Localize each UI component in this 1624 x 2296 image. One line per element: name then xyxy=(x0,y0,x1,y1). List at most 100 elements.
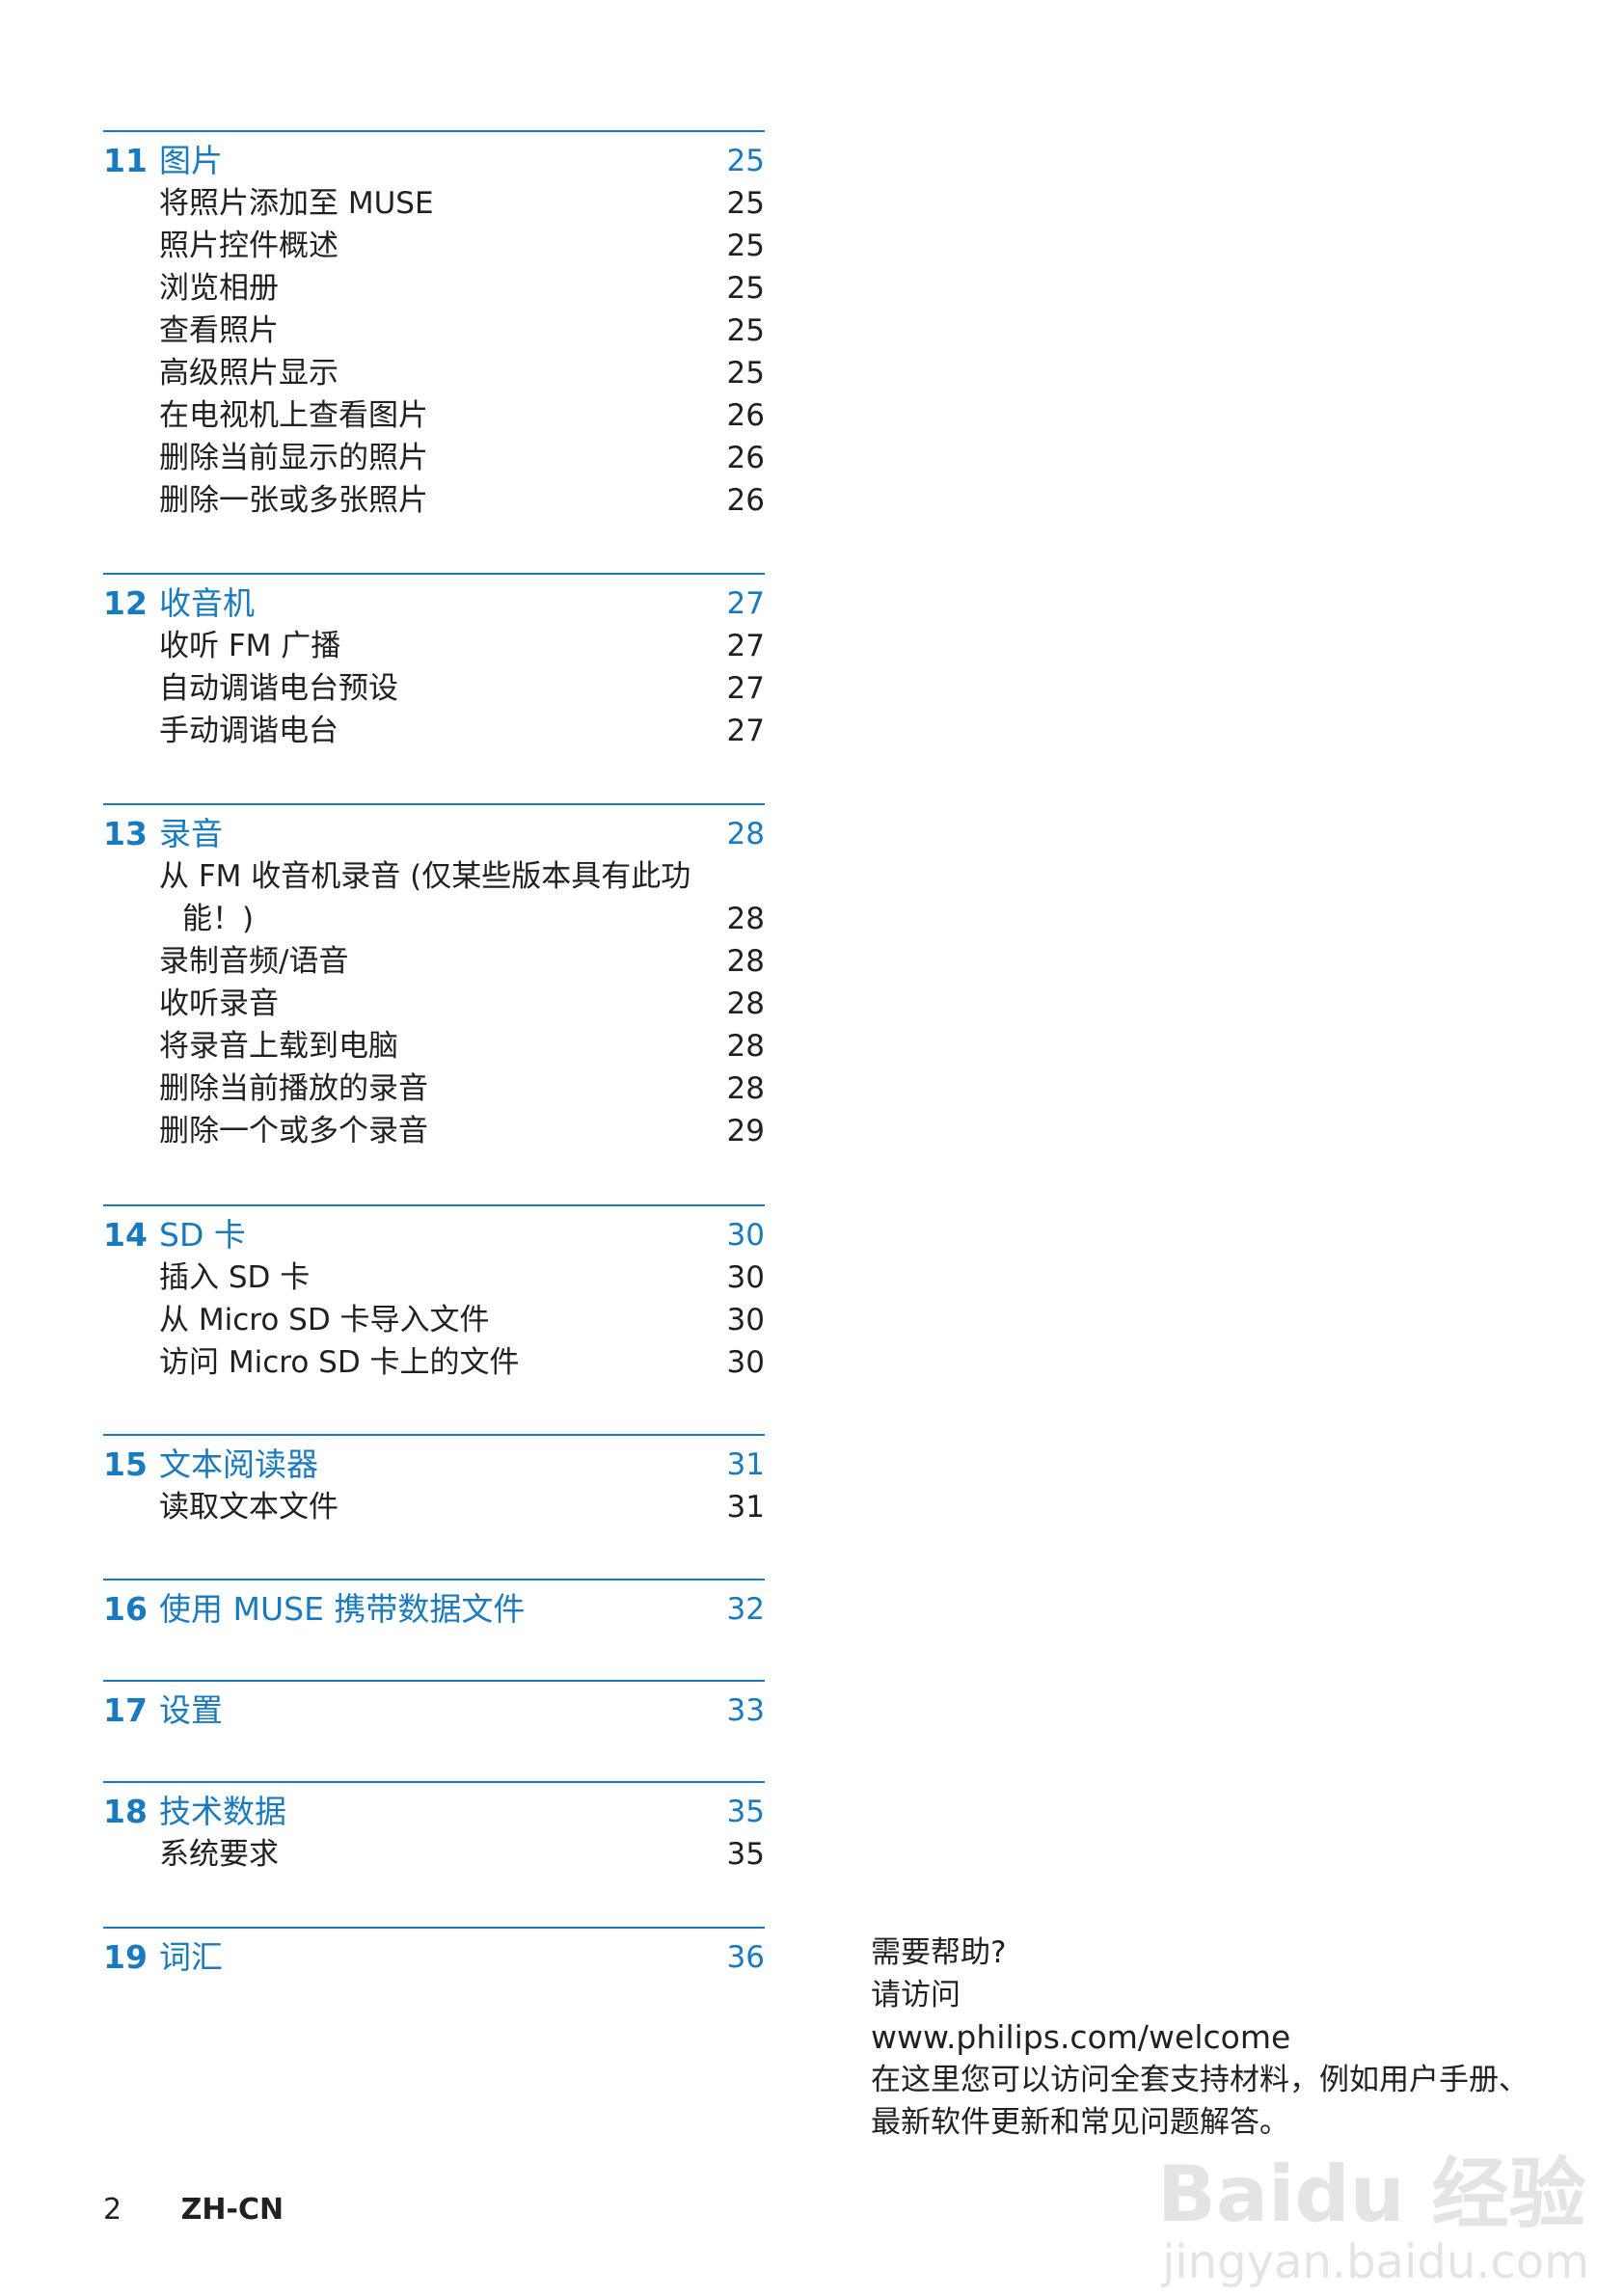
toc-section-title-row[interactable]: 15 文本阅读器 31 xyxy=(103,1444,765,1486)
toc-entry-label: 删除一张或多张照片 xyxy=(159,483,428,518)
toc-entry-label: 在电视机上查看图片 xyxy=(159,398,428,433)
help-url[interactable]: www.philips.com/welcome xyxy=(871,2018,1291,2056)
toc-entry-label: 手动调谐电台 xyxy=(159,714,338,748)
toc-entry-label: 系统要求 xyxy=(159,1837,279,1872)
toc-entry[interactable]: 查看照片 25 xyxy=(103,310,765,352)
toc-section-label: 图片 xyxy=(159,142,223,179)
toc-entry[interactable]: 删除当前播放的录音 28 xyxy=(103,1067,765,1110)
help-block: 需要帮助? 请访问 www.philips.com/welcome 在这里您可以… xyxy=(871,1931,1546,2144)
toc-section-title: 11 图片 xyxy=(103,140,223,182)
toc-entry[interactable]: 删除当前显示的照片 26 xyxy=(103,437,765,479)
baidu-watermark-logo: Baidu 经验 xyxy=(1157,2149,1586,2239)
toc-entry-page: 25 xyxy=(726,313,765,348)
toc-entry-page: 28 xyxy=(726,1071,765,1106)
toc-entry-label: 收听 FM 广播 xyxy=(159,629,341,663)
toc-section-title-row[interactable]: 11 图片 25 xyxy=(103,140,765,182)
toc-entry[interactable]: 录制音频/语音 28 xyxy=(103,940,765,983)
toc-entry-page: 25 xyxy=(726,186,765,221)
toc-entry-page: 25 xyxy=(726,229,765,263)
toc-entry[interactable]: 在电视机上查看图片 26 xyxy=(103,394,765,437)
toc-section: 18 技术数据 35 系统要求 35 xyxy=(103,1781,765,1876)
toc-section: 17 设置 33 xyxy=(103,1680,765,1732)
toc-section-title-row[interactable]: 12 收音机 27 xyxy=(103,582,765,625)
toc-entry[interactable]: 插入 SD 卡 30 xyxy=(103,1256,765,1299)
toc-entry[interactable]: 将照片添加至 MUSE 25 xyxy=(103,182,765,225)
page-footer: 2 ZH-CN xyxy=(103,2193,284,2227)
toc-section-number: 12 xyxy=(103,584,148,622)
help-description: 在这里您可以访问全套支持材料，例如用户手册、最新软件更新和常见问题解答。 xyxy=(871,2063,1529,2140)
toc-section-title-row[interactable]: 13 录音 28 xyxy=(103,813,765,855)
toc-entry-label: 从 Micro SD 卡导入文件 xyxy=(159,1303,490,1337)
toc-entry[interactable]: 读取文本文件 31 xyxy=(103,1486,765,1528)
toc-section-number: 18 xyxy=(103,1793,148,1830)
toc-entry[interactable]: 照片控件概述 25 xyxy=(103,225,765,267)
toc-section-title-row[interactable]: 17 设置 33 xyxy=(103,1689,765,1732)
toc-section-title: 19 词汇 xyxy=(103,1936,223,1979)
toc-entry[interactable]: 收听录音 28 xyxy=(103,983,765,1025)
toc-section-label: 文本阅读器 xyxy=(159,1445,318,1483)
toc-entry-page: 31 xyxy=(726,1490,765,1525)
toc-entry-page: 28 xyxy=(726,1029,765,1064)
toc-entry-page: 35 xyxy=(726,1837,765,1872)
toc-entry[interactable]: 从 FM 收音机录音 (仅某些版本具有此功能！) 28 xyxy=(103,855,765,940)
toc-entry-page: 30 xyxy=(726,1303,765,1337)
toc-entry[interactable]: 浏览相册 25 xyxy=(103,267,765,310)
toc-section: 12 收音机 27 收听 FM 广播 27 自动调谐电台预设 27 手动调谐电台 27 xyxy=(103,573,765,752)
toc-entry[interactable]: 系统要求 35 xyxy=(103,1833,765,1876)
toc-entry-label: 将照片添加至 MUSE xyxy=(159,186,434,221)
toc-section-label: 使用 MUSE 携带数据文件 xyxy=(159,1590,526,1628)
toc-entry-page: 28 xyxy=(726,944,765,979)
toc-section-title-row[interactable]: 14 SD 卡 30 xyxy=(103,1214,765,1256)
toc-section-page: 33 xyxy=(726,1693,765,1728)
language-code: ZH-CN xyxy=(180,2193,284,2227)
toc-entry[interactable]: 访问 Micro SD 卡上的文件 30 xyxy=(103,1341,765,1384)
toc-section-number: 19 xyxy=(103,1938,148,1976)
toc-section-page: 30 xyxy=(726,1218,765,1253)
toc-entry-label: 从 FM 收音机录音 (仅某些版本具有此功能！) xyxy=(159,859,691,936)
toc-entry[interactable]: 从 Micro SD 卡导入文件 30 xyxy=(103,1299,765,1341)
toc-entry-label: 录制音频/语音 xyxy=(159,944,349,979)
toc-entry[interactable]: 手动调谐电台 27 xyxy=(103,710,765,752)
toc-entry-label: 将录音上载到电脑 xyxy=(159,1029,398,1064)
toc-section-number: 15 xyxy=(103,1445,148,1483)
toc-entry[interactable]: 自动调谐电台预设 27 xyxy=(103,667,765,710)
toc-section-number: 14 xyxy=(103,1216,148,1254)
toc-section-page: 35 xyxy=(726,1795,765,1829)
toc-entry-label: 删除当前播放的录音 xyxy=(159,1071,428,1106)
toc-entry-label: 读取文本文件 xyxy=(159,1490,338,1525)
toc-section: 14 SD 卡 30 插入 SD 卡 30 从 Micro SD 卡导入文件 30 访问 Mi… xyxy=(103,1204,765,1384)
toc-section: 19 词汇 36 xyxy=(103,1927,765,1979)
toc-entry-page: 26 xyxy=(726,441,765,475)
toc-section-title: 18 技术数据 xyxy=(103,1791,286,1833)
toc-section-page: 36 xyxy=(726,1940,765,1975)
toc-section-title-row[interactable]: 19 词汇 36 xyxy=(103,1936,765,1979)
page-number: 2 xyxy=(103,2193,122,2227)
toc-entry-page: 30 xyxy=(726,1345,765,1380)
toc-entry-label: 插入 SD 卡 xyxy=(159,1260,311,1295)
toc-entry[interactable]: 高级照片显示 25 xyxy=(103,352,765,394)
help-visit: 请访问 xyxy=(871,1978,961,2012)
toc-section-page: 32 xyxy=(726,1592,765,1627)
toc-entry-page: 26 xyxy=(726,483,765,518)
toc-section-title: 14 SD 卡 xyxy=(103,1214,246,1256)
toc-section-title-row[interactable]: 16 使用 MUSE 携带数据文件 32 xyxy=(103,1588,765,1631)
toc-entry-page: 26 xyxy=(726,398,765,433)
toc-section: 11 图片 25 将照片添加至 MUSE 25 照片控件概述 25 浏览相册 25 查看照片 25 高… xyxy=(103,130,765,522)
toc-entry[interactable]: 删除一个或多个录音 29 xyxy=(103,1110,765,1152)
toc-entry-label: 访问 Micro SD 卡上的文件 xyxy=(159,1345,520,1380)
toc-entry-page: 27 xyxy=(726,671,765,706)
toc-entry-page: 27 xyxy=(726,629,765,663)
help-heading: 需要帮助? xyxy=(871,1935,1007,1970)
toc-entry[interactable]: 收听 FM 广播 27 xyxy=(103,625,765,667)
toc-entry-page: 28 xyxy=(726,986,765,1021)
toc-section-label: 词汇 xyxy=(159,1938,223,1976)
toc-section: 16 使用 MUSE 携带数据文件 32 xyxy=(103,1579,765,1631)
toc-entry[interactable]: 将录音上载到电脑 28 xyxy=(103,1025,765,1067)
toc-section-title: 12 收音机 xyxy=(103,582,255,625)
toc-section-title-row[interactable]: 18 技术数据 35 xyxy=(103,1791,765,1833)
toc-entry[interactable]: 删除一张或多张照片 26 xyxy=(103,479,765,522)
toc-section-label: 设置 xyxy=(159,1691,223,1729)
toc-entry-label: 查看照片 xyxy=(159,313,279,348)
toc-section-title: 15 文本阅读器 xyxy=(103,1444,318,1486)
toc-section-number: 13 xyxy=(103,815,148,852)
